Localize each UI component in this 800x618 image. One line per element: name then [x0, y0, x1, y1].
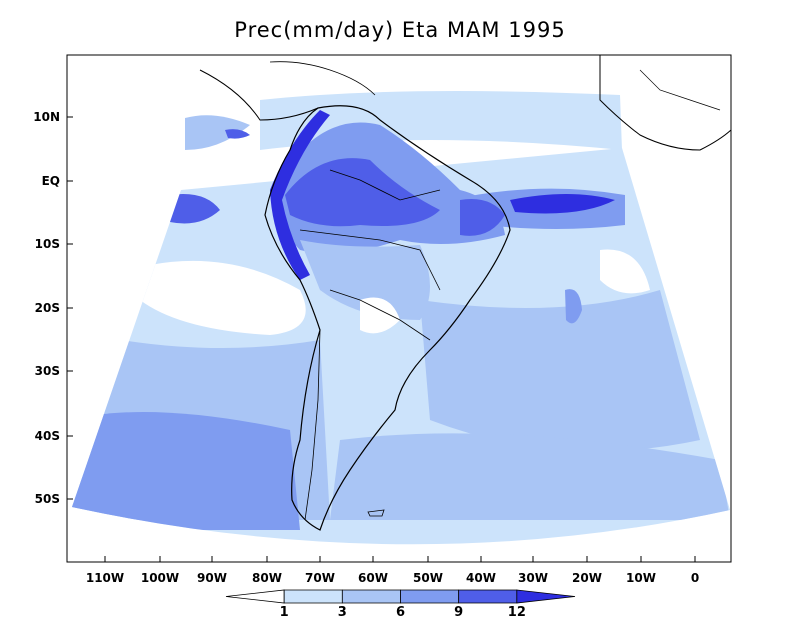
precip-region-northeast-brazil [460, 199, 505, 236]
lat-label: 10S [35, 237, 60, 251]
colorbar-label: 6 [396, 605, 405, 618]
africa-coastline [599, 55, 732, 151]
lon-label: 80W [252, 571, 282, 585]
precip-region-panama [185, 115, 250, 150]
lon-label: 20W [572, 571, 602, 585]
country-border [329, 169, 441, 201]
colorbar-segment [283, 589, 343, 604]
colorbar: 1 3 6 9 12 [225, 589, 576, 618]
precip-region-atlantic-patch [565, 289, 582, 324]
lon-label: 70W [305, 571, 335, 585]
africa-borders [639, 69, 721, 111]
lon-label: 90W [197, 571, 227, 585]
precip-region-dry-pacific [140, 260, 306, 335]
lon-label: 0 [691, 571, 699, 585]
precip-region-dry-chaco [360, 297, 400, 334]
precip-region-south-pacific-blue [72, 411, 300, 530]
colorbar-label: 1 [280, 605, 289, 618]
lat-label: 50S [35, 492, 60, 506]
caribbean-islands [269, 61, 376, 96]
colorbar-label: 3 [338, 605, 347, 618]
colorbar-segment [458, 589, 518, 604]
south-america-coastline [264, 105, 511, 531]
falklands [367, 509, 385, 517]
map-title: Prec(mm/day) Eta MAM 1995 [234, 18, 566, 42]
lat-label: 10N [33, 110, 60, 124]
precip-region-southern-ocean [330, 433, 730, 520]
lon-label: 50W [413, 571, 443, 585]
precip-region-central-south-america [300, 240, 430, 320]
colorbar-label: 12 [508, 605, 526, 618]
lat-label: 40S [35, 429, 60, 443]
lon-label: 30W [518, 571, 548, 585]
lat-label: EQ [42, 174, 60, 188]
precip-region-panama-core [225, 129, 250, 139]
lat-label: 30S [35, 364, 60, 378]
colorbar-segment [341, 589, 401, 604]
country-border [304, 329, 321, 521]
colorbar-segment [400, 589, 460, 604]
colorbar-segment [225, 589, 285, 604]
precip-region-dry-atlantic [600, 249, 650, 294]
lon-label: 110W [86, 571, 124, 585]
longitude-axis: 110W 100W 90W 80W 70W 60W 50W 40W 30W 20W 10W 0 [86, 556, 699, 585]
precip-region-pacific-itcz [170, 194, 220, 224]
precip-region-south-atlantic [420, 290, 700, 452]
country-border [299, 229, 441, 291]
country-border [329, 289, 431, 341]
lon-label: 10W [626, 571, 656, 585]
lon-label: 100W [141, 571, 179, 585]
precip-region-amazon-core [285, 158, 440, 227]
lon-label: 40W [466, 571, 496, 585]
lon-label: 60W [358, 571, 388, 585]
colorbar-label: 9 [454, 605, 463, 618]
precip-region-atlantic-core [510, 194, 615, 214]
lat-label: 20S [35, 301, 60, 315]
precip-region-andes [270, 110, 330, 280]
colorbar-segment [516, 589, 576, 604]
latitude-axis: 10N EQ 10S 20S 30S 40S 50S [33, 110, 73, 506]
central-america-coastline [199, 69, 319, 121]
